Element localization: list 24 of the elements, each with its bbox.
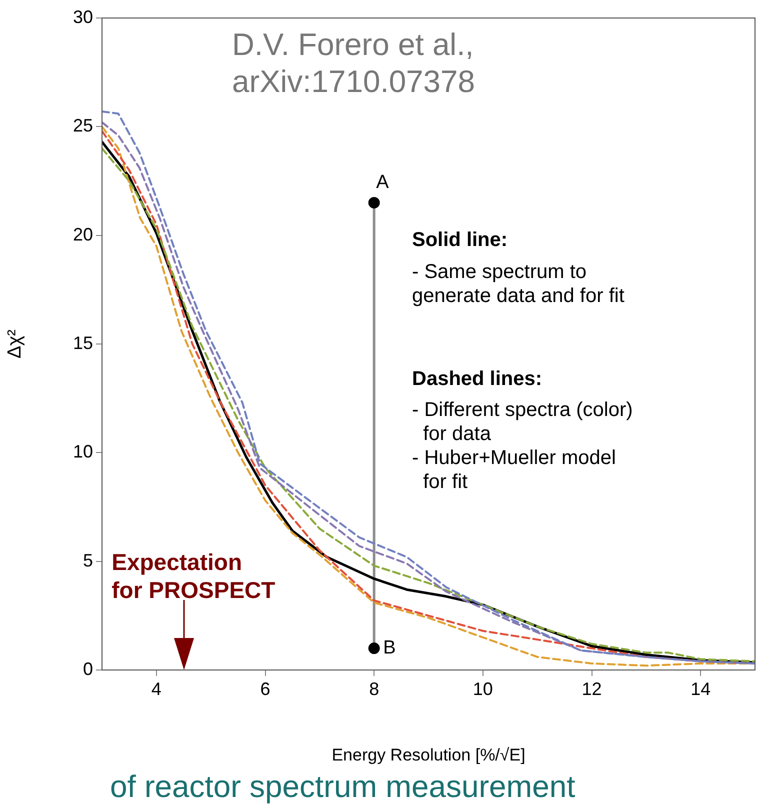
x-tick-label: 8 [369, 678, 380, 699]
annotation: - Different spectra (color) for data - Huber+Mueller model for fit [412, 398, 633, 494]
x-tick-label: 14 [690, 678, 711, 699]
y-tick-label: 30 [72, 6, 93, 27]
annotation: Dashed lines: [412, 367, 542, 391]
ref-line-label: Expectation for PROSPECT [112, 549, 276, 603]
x-tick-label: 4 [151, 678, 162, 699]
x-tick-label: 6 [260, 678, 270, 699]
x-tick-label: 10 [472, 678, 493, 699]
y-tick-label: 5 [82, 550, 93, 570]
y-tick-label: 25 [72, 116, 93, 136]
annotation: A [376, 172, 390, 193]
y-axis-title: Δχ² [4, 330, 26, 358]
annotation: B [383, 638, 396, 658]
y-tick-label: 0 [82, 658, 93, 679]
y-tick-label: 15 [72, 332, 93, 353]
y-tick-label: 20 [72, 224, 93, 244]
annotation: - Same spectrum to generate data and for fit [412, 260, 624, 308]
annotation: Solid line: [412, 228, 508, 252]
text: of reactor spectrum measurement [110, 768, 576, 806]
x-axis-title: Energy Resolution [%/√E] [332, 745, 526, 764]
x-tick-label: 12 [582, 678, 602, 699]
annotation: D.V. Forero et al., arXiv:1710.07378 [232, 26, 476, 100]
y-tick-label: 10 [72, 442, 93, 462]
